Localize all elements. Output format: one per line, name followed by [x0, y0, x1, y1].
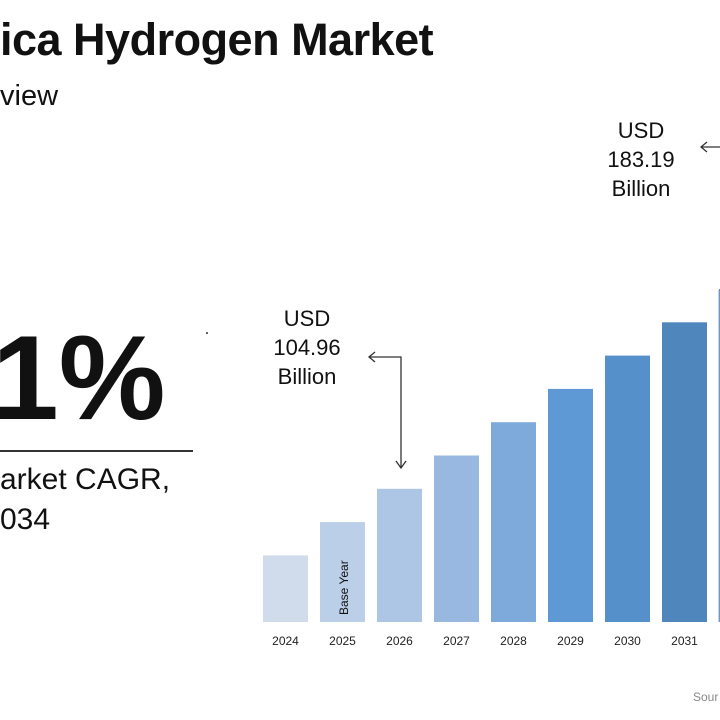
annotation-unit: Billion — [277, 364, 337, 389]
decorative-dot — [206, 332, 208, 334]
annotation-value: 104.96 — [273, 335, 341, 360]
bar-2024 — [263, 555, 308, 622]
x-tick-label: 2027 — [443, 634, 470, 648]
bar-2028 — [491, 422, 536, 622]
cagr-label-line2: 034 — [0, 503, 51, 536]
page-title: ica Hydrogen Market — [0, 14, 434, 65]
annotation-forecast: USD 183.19 Billion — [596, 116, 686, 203]
arrow-icon — [367, 351, 407, 470]
base-year-label: Base Year — [337, 560, 351, 615]
x-tick-label: 2030 — [614, 634, 641, 648]
x-tick-label: 2025 — [329, 634, 356, 648]
annotation-2026: USD 104.96 Billion — [262, 304, 352, 391]
arrow-icon — [699, 141, 720, 153]
bar-2027 — [434, 455, 479, 622]
annotation-currency: USD — [283, 306, 331, 331]
bar-2029 — [548, 388, 593, 622]
cagr-divider — [0, 450, 193, 452]
x-tick-label: 2026 — [386, 634, 413, 648]
page-subtitle: view — [0, 80, 59, 112]
x-tick-label: 2029 — [557, 634, 584, 648]
source-text: Sour — [693, 690, 719, 704]
bar-2025 — [320, 522, 365, 622]
x-tick-label: 2031 — [671, 634, 698, 648]
annotation-currency: USD — [617, 118, 665, 143]
x-tick-label: 2028 — [500, 634, 527, 648]
annotation-unit: Billion — [611, 176, 671, 201]
bar-2030 — [605, 355, 650, 622]
annotation-value: 183.19 — [607, 147, 675, 172]
x-tick-label: 2024 — [272, 634, 299, 648]
bar-2026 — [377, 488, 422, 622]
cagr-label: arket CAGR, 034 — [0, 460, 170, 540]
cagr-value: 1% — [0, 311, 166, 445]
cagr-label-line1: arket CAGR, — [0, 463, 171, 496]
bar-2031 — [662, 322, 707, 622]
